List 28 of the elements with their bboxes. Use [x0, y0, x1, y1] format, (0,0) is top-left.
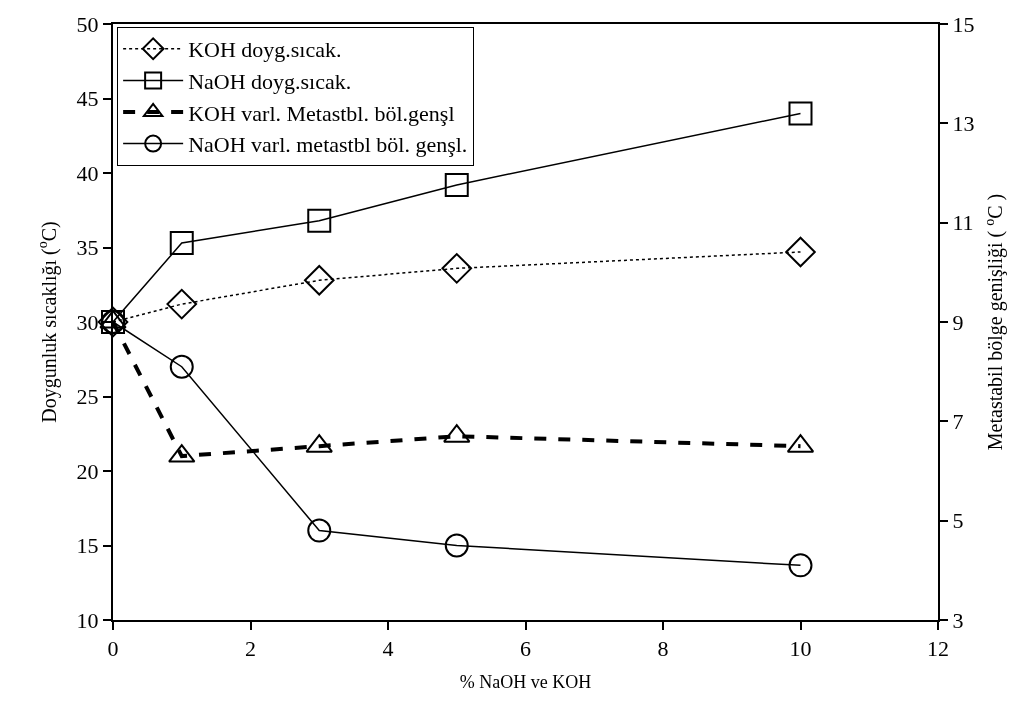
legend-label: NaOH doyg.sıcak.	[188, 68, 352, 94]
x-tick-label: 2	[245, 636, 256, 662]
legend-label: KOH varl. Metastbl. böl.genşl	[188, 100, 455, 126]
y-tick-label: 45	[76, 86, 99, 112]
x-axis-title: % NaOH ve KOH	[459, 672, 592, 692]
x-tick-label: 6	[520, 636, 531, 662]
y2-tick-label: 11	[952, 210, 974, 236]
y-tick-label: 25	[76, 384, 99, 410]
y-tick-label: 15	[76, 533, 99, 559]
y-tick-label: 40	[76, 160, 99, 186]
y-tick-label: 35	[76, 235, 99, 261]
x-tick-label: 10	[789, 636, 812, 662]
y-tick-label: 30	[76, 309, 99, 335]
x-tick-label: 4	[382, 636, 394, 662]
y2-tick-label: 3	[952, 607, 964, 633]
y-tick-label: 20	[76, 458, 99, 484]
y2-tick-label: 9	[952, 309, 964, 335]
x-tick-label: 12	[927, 636, 949, 662]
legend-label: NaOH varl. metastbl böl. genşl.	[188, 132, 468, 158]
legend-label: KOH doyg.sıcak.	[188, 37, 342, 63]
y2-tick-label: 5	[952, 508, 964, 534]
y-tick-label: 50	[76, 11, 99, 37]
y2-tick-label: 7	[952, 409, 964, 435]
y-tick-label: 10	[76, 607, 99, 633]
y2-tick-label: 13	[952, 111, 975, 137]
y2-tick-label: 15	[952, 11, 975, 37]
x-tick-label: 8	[657, 636, 669, 662]
x-tick-label: 0	[107, 636, 119, 662]
